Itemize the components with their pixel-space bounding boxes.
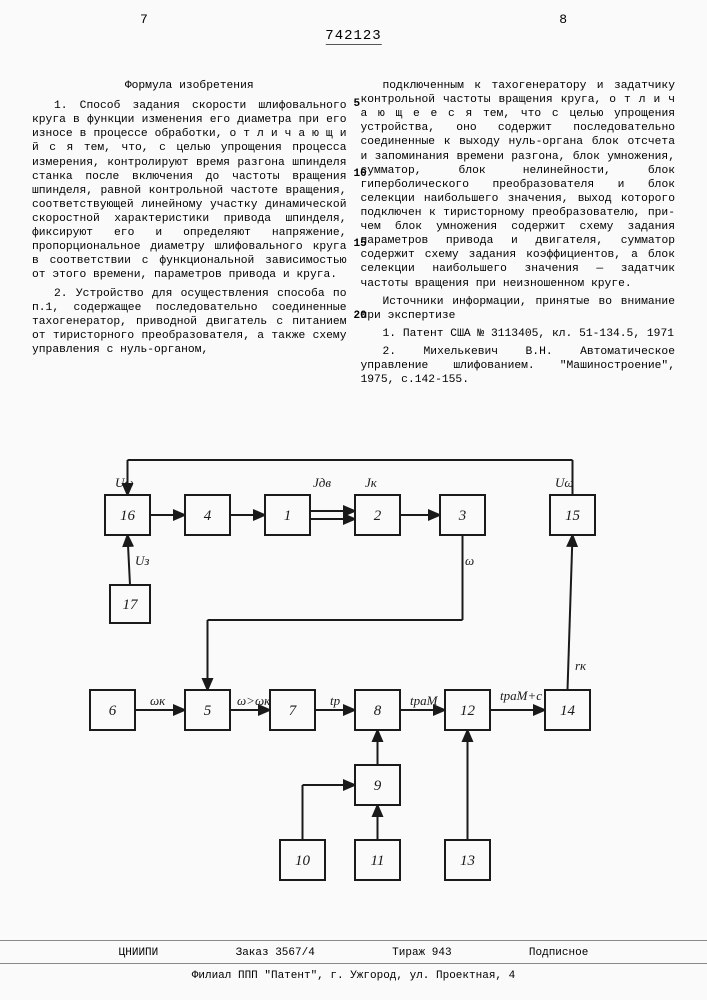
col2-para2: Источники информации, принятые во вниман…: [361, 295, 676, 323]
footer-address: Филиал ППП "Патент", г. Ужгород, ул. Про…: [192, 970, 515, 982]
svg-text:Jдв: Jдв: [313, 475, 331, 490]
svg-text:16: 16: [120, 508, 136, 524]
col2-para3: 1. Патент США № 3113405, кл. 51-134.5, 1…: [361, 327, 676, 341]
svg-text:6: 6: [109, 703, 117, 719]
footer-order: Заказ 3567/4: [236, 947, 315, 959]
col2-para1: подключенным к тахогенератору и задат­чи…: [361, 79, 676, 291]
svg-text:rк: rк: [575, 658, 587, 673]
svg-text:Uω: Uω: [115, 475, 134, 490]
svg-text:ωк: ωк: [150, 693, 166, 708]
heading: Формула изобретения: [32, 79, 347, 93]
svg-text:Jк: Jк: [365, 475, 378, 490]
column-right: подключенным к тахогенератору и задат­чи…: [361, 79, 676, 391]
block-diagram: 1641231517657812149101113UωJдвJкUωUзωωкω…: [55, 445, 655, 885]
line-marker-15: 15: [354, 238, 367, 252]
text-body: Формула изобретения 1. Способ задания ск…: [0, 27, 707, 391]
svg-text:1: 1: [284, 508, 292, 524]
page-number-right: 8: [559, 12, 567, 27]
svg-text:tраM: tраM: [410, 693, 439, 708]
svg-text:Mт: Mт: [369, 883, 390, 885]
svg-text:3: 3: [458, 508, 467, 524]
svg-text:tр: tр: [330, 693, 341, 708]
column-left: Формула изобретения 1. Способ задания ск…: [32, 79, 347, 391]
footer: ЦНИИПИ Заказ 3567/4 Тираж 943 Подписное …: [0, 936, 707, 982]
svg-text:12: 12: [460, 703, 476, 719]
footer-org: ЦНИИПИ: [119, 947, 159, 959]
svg-text:15: 15: [565, 508, 581, 524]
svg-text:13: 13: [460, 853, 475, 869]
svg-text:9: 9: [374, 778, 382, 794]
svg-text:Mп: Mп: [294, 883, 312, 885]
document-number: 742123: [325, 28, 381, 45]
svg-text:10: 10: [295, 853, 311, 869]
line-marker-20: 20: [354, 310, 367, 324]
svg-text:11: 11: [371, 853, 385, 869]
svg-text:8: 8: [374, 703, 382, 719]
svg-text:14: 14: [560, 703, 576, 719]
line-marker-5: 5: [354, 98, 361, 112]
svg-text:tраM+c: tраM+c: [500, 688, 542, 703]
col2-para4: 2. Михелькевич В.Н. Автоматическое управ…: [361, 345, 676, 387]
svg-text:Rр, Jдb, Bк, γ: Rр, Jдb, Bк, γ: [432, 883, 506, 885]
svg-text:Uω: Uω: [555, 475, 574, 490]
col1-para1: 1. Способ задания скорости шлифо­вальног…: [32, 99, 347, 282]
svg-text:Uз: Uз: [135, 553, 149, 568]
svg-text:2: 2: [374, 508, 382, 524]
footer-sign: Подписное: [529, 947, 588, 959]
svg-text:5: 5: [204, 703, 212, 719]
page-number-left: 7: [140, 12, 148, 27]
svg-text:ω>ωк: ω>ωк: [237, 693, 271, 708]
svg-text:4: 4: [204, 508, 212, 524]
line-marker-10: 10: [354, 168, 367, 182]
svg-text:ω: ω: [465, 553, 474, 568]
svg-text:17: 17: [123, 597, 140, 613]
col1-para2: 2. Устройство для осуществления способа …: [32, 287, 347, 358]
footer-tirazh: Тираж 943: [392, 947, 451, 959]
